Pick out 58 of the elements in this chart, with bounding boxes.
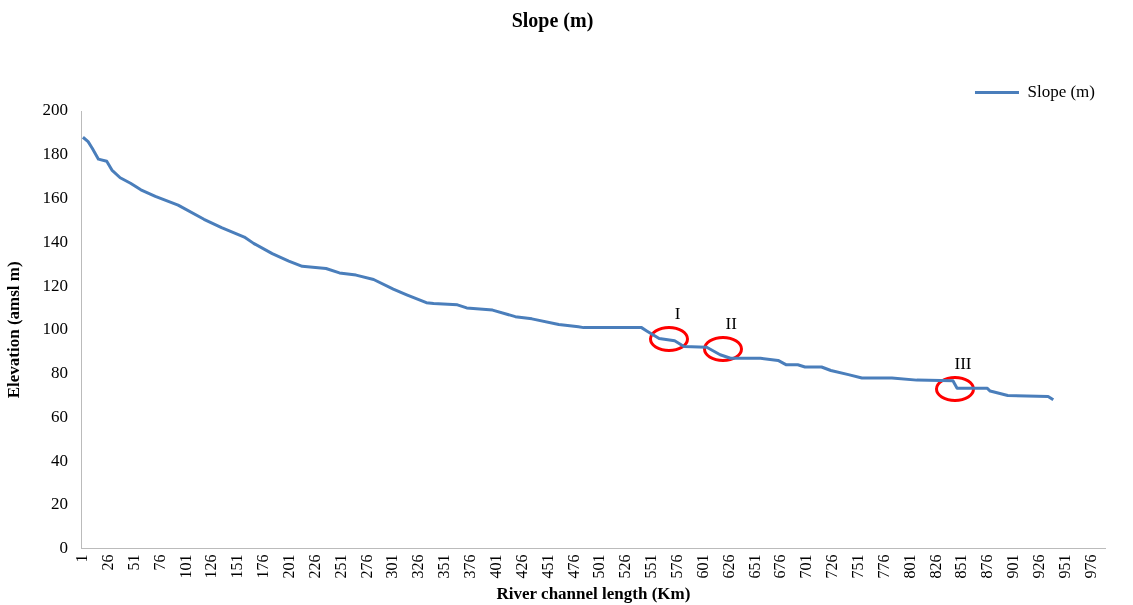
x-tick-label: 301 bbox=[383, 554, 401, 579]
x-tick-label: 901 bbox=[1004, 554, 1022, 579]
x-axis-title: River channel length (Km) bbox=[496, 584, 691, 604]
y-tick-label: 120 bbox=[42, 275, 68, 295]
y-tick-label: 180 bbox=[42, 144, 68, 164]
x-tick-label: 151 bbox=[228, 554, 246, 579]
x-tick-label: 926 bbox=[1030, 554, 1048, 579]
x-tick-label: 626 bbox=[719, 554, 737, 579]
y-tick-label: 60 bbox=[50, 406, 68, 426]
x-tick-label: 176 bbox=[254, 554, 272, 579]
y-tick-label: 200 bbox=[42, 100, 68, 120]
x-tick-label: 376 bbox=[461, 554, 479, 579]
annotation: II bbox=[725, 314, 738, 334]
x-tick-label: 451 bbox=[538, 554, 556, 579]
x-tick-label: 426 bbox=[512, 554, 530, 579]
y-tick-label: 0 bbox=[59, 538, 68, 558]
y-axis-title: Elevation (amsl m) bbox=[3, 261, 23, 399]
x-tick-label: 276 bbox=[357, 554, 375, 579]
x-tick-label: 801 bbox=[900, 554, 918, 579]
x-tick-label: 526 bbox=[616, 554, 634, 579]
y-tick-label: 100 bbox=[42, 319, 68, 339]
x-tick-label: 126 bbox=[202, 554, 220, 579]
x-tick-label: 251 bbox=[331, 554, 349, 579]
x-tick-label: 651 bbox=[745, 554, 763, 579]
x-tick-label: 401 bbox=[486, 554, 504, 579]
x-tick-label: 676 bbox=[771, 554, 789, 579]
y-tick-label: 40 bbox=[50, 450, 68, 470]
chart-title: Slope (m) bbox=[511, 9, 594, 33]
annotation: III bbox=[954, 353, 972, 373]
x-tick-label: 601 bbox=[693, 554, 711, 579]
x-tick-label: 101 bbox=[176, 554, 194, 579]
x-tick-label: 26 bbox=[99, 554, 116, 571]
x-tick-label: 851 bbox=[952, 554, 970, 579]
x-tick-label: 351 bbox=[435, 554, 453, 579]
x-tick-label: 326 bbox=[409, 554, 427, 579]
y-tick-label: 140 bbox=[42, 231, 68, 251]
x-tick-label: 576 bbox=[667, 554, 685, 579]
x-tick-label: 976 bbox=[1081, 554, 1099, 579]
x-tick-label: 826 bbox=[926, 554, 944, 579]
y-tick-label: 160 bbox=[42, 187, 68, 207]
x-tick-label: 951 bbox=[1055, 554, 1073, 579]
x-tick-label: 751 bbox=[849, 554, 866, 579]
x-tick-label: 551 bbox=[642, 554, 660, 579]
x-tick-label: 76 bbox=[150, 554, 168, 571]
x-tick-label: 876 bbox=[978, 554, 996, 579]
annotation: I bbox=[674, 303, 681, 323]
x-tick-label: 726 bbox=[823, 554, 841, 579]
x-tick-label: 701 bbox=[797, 554, 815, 579]
x-tick-label: 226 bbox=[305, 554, 323, 579]
y-tick-label: 80 bbox=[50, 363, 68, 383]
x-tick-label: 201 bbox=[280, 554, 298, 579]
legend-label: Slope (m) bbox=[1027, 81, 1096, 101]
y-tick-label: 20 bbox=[50, 494, 68, 514]
x-tick-label: 501 bbox=[590, 554, 608, 579]
x-tick-label: 1 bbox=[73, 554, 91, 563]
x-tick-label: 51 bbox=[124, 554, 142, 571]
x-tick-label: 476 bbox=[564, 554, 582, 579]
x-tick-label: 776 bbox=[874, 554, 892, 579]
